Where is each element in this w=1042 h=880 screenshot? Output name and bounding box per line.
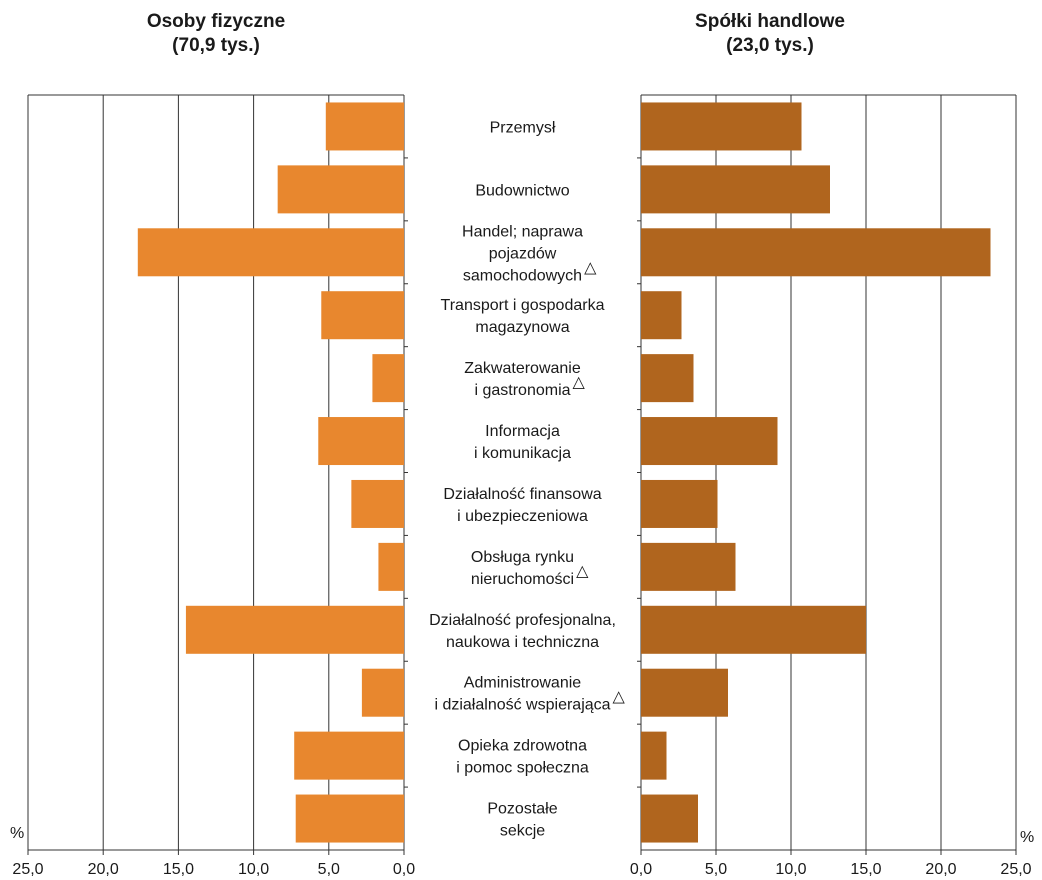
left-panel-title: Osoby fizyczne (70,9 tys.) [66, 10, 366, 58]
right-bar [641, 794, 698, 843]
right-bar [641, 102, 802, 151]
triangle-marker: △ [576, 563, 589, 580]
left-bar [318, 417, 404, 466]
category-label: i działalność wspierająca [434, 697, 610, 714]
right-tick-label: 20,0 [925, 861, 956, 878]
category-label: Administrowanie [464, 675, 581, 692]
left-bar [277, 165, 404, 214]
right-tick-label: 10,0 [775, 861, 806, 878]
category-label: Działalność profesjonalna, [429, 612, 616, 629]
left-title-line1: Osoby fizyczne [146, 11, 286, 32]
category-label: samochodowych [463, 267, 582, 284]
right-tick-label: 15,0 [850, 861, 881, 878]
category-label: naukowa i techniczna [446, 634, 599, 651]
category-label: Informacja [485, 423, 560, 440]
left-bar [137, 228, 405, 277]
category-label: nieruchomości [471, 571, 574, 588]
left-bar [321, 291, 404, 340]
category-label: sekcje [500, 823, 545, 840]
right-bar [641, 542, 736, 591]
left-title-line2: (70,9 tys.) [172, 35, 260, 56]
category-label: Handel; naprawa [462, 223, 583, 240]
triangle-marker: △ [613, 689, 626, 706]
category-label: Zakwaterowanie [464, 360, 581, 377]
category-label: Obsługa rynku [471, 549, 574, 566]
category-label: i pomoc społeczna [456, 760, 589, 777]
right-bar [641, 731, 667, 780]
category-label: Przemysł [490, 119, 556, 136]
left-bar [294, 731, 404, 780]
right-bar [641, 291, 682, 340]
category-label: Pozostałe [487, 801, 557, 818]
right-unit-label: % [1020, 829, 1034, 846]
right-bar [641, 228, 991, 277]
category-label: pojazdów [489, 245, 557, 262]
right-bar [641, 417, 778, 466]
left-bar [295, 794, 404, 843]
triangle-marker: △ [584, 259, 597, 276]
category-label: i komunikacja [474, 445, 571, 462]
left-bar [372, 354, 404, 403]
category-label: Transport i gospodarka [441, 297, 605, 314]
left-tick-label: 0,0 [393, 861, 415, 878]
right-bar [641, 354, 694, 403]
left-bar [361, 668, 404, 717]
right-bar [641, 668, 728, 717]
category-label: Działalność finansowa [443, 486, 601, 503]
right-tick-label: 25,0 [1000, 861, 1031, 878]
right-panel-bars [641, 102, 991, 843]
right-tick-label: 5,0 [705, 861, 727, 878]
category-label: Opieka zdrowotna [458, 738, 587, 755]
axis-tick-labels: 25,0 20,0 15,0 10,0 5,0 0,0 0,0 5,0 10,0 15,0 20,0… [12, 861, 1031, 878]
left-tick-label: 10,0 [238, 861, 269, 878]
category-label: i gastronomia [474, 382, 570, 399]
right-bar [641, 605, 866, 654]
left-tick-label: 20,0 [88, 861, 119, 878]
right-tick-label: 0,0 [630, 861, 652, 878]
left-tick-label: 5,0 [318, 861, 340, 878]
category-label: magazynowa [475, 319, 569, 336]
category-label: i ubezpieczeniowa [457, 508, 588, 525]
left-panel-bars [137, 102, 405, 843]
right-bar [641, 165, 830, 214]
left-tick-label: 15,0 [163, 861, 194, 878]
right-bar [641, 479, 718, 528]
right-panel-grid [637, 94, 1017, 855]
right-title-line2: (23,0 tys.) [726, 35, 814, 56]
left-bar [325, 102, 404, 151]
right-panel-title: Spółki handlowe (23,0 tys.) [620, 10, 920, 58]
left-bar [351, 479, 404, 528]
category-labels: Przemysł Budownictwo Handel; naprawa pojazd… [429, 119, 625, 839]
right-title-line1: Spółki handlowe [695, 11, 845, 32]
left-panel-grid [27, 94, 408, 855]
left-bar [185, 605, 404, 654]
category-label: Budownictwo [475, 182, 569, 199]
left-tick-label: 25,0 [12, 861, 43, 878]
triangle-marker: △ [573, 374, 586, 391]
left-unit-label: % [10, 825, 24, 842]
left-bar [378, 542, 404, 591]
